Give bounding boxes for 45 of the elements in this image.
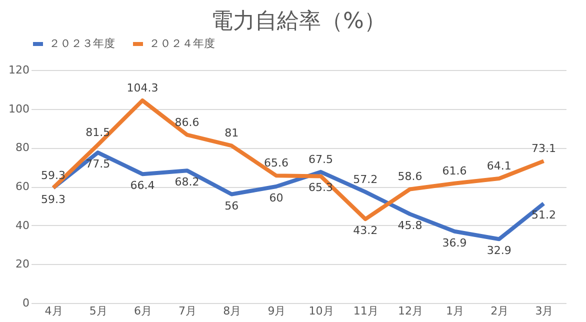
data-label: 64.1	[486, 160, 512, 173]
data-label: 65.3	[308, 181, 334, 194]
data-label: 59.3	[41, 192, 66, 206]
x-tick-label: 6月	[134, 304, 152, 318]
data-label: 32.9	[486, 244, 512, 258]
x-tick-label: 1月	[446, 304, 464, 318]
data-label: 57.2	[353, 172, 378, 186]
chart-title: 電力自給率（%）	[211, 9, 386, 34]
data-label: 61.6	[442, 164, 467, 178]
data-label: 45.8	[398, 219, 422, 232]
x-tick-label: 11月	[353, 304, 378, 318]
x-tick-label: 5月	[89, 304, 108, 318]
data-label: 86.6	[174, 116, 200, 129]
y-tick-label: 120	[8, 64, 30, 76]
data-label: 77.5	[86, 158, 110, 171]
y-tick-label: 0	[22, 296, 30, 310]
x-tick-label: 4月	[44, 304, 63, 318]
data-label: 81	[224, 126, 239, 140]
y-tick-label: 20	[16, 258, 30, 271]
data-label: 65.6	[264, 156, 288, 170]
x-tick-label: 9月	[268, 304, 286, 318]
data-label: 58.6	[398, 170, 422, 184]
data-label: 68.2	[174, 176, 200, 189]
y-tick-label: 60	[16, 180, 30, 193]
x-tick-label: 8月	[223, 304, 242, 318]
x-tick-label: 2月	[490, 304, 509, 318]
data-label: 56	[224, 199, 239, 212]
x-tick-label: 3月	[535, 304, 554, 318]
data-label: 36.9	[442, 236, 467, 250]
data-label: 66.4	[130, 179, 155, 192]
legend-label: ２０２３年度	[49, 37, 115, 50]
data-label: 73.1	[531, 142, 556, 156]
y-tick-label: 80	[16, 141, 30, 154]
x-tick-label: 12月	[398, 304, 423, 318]
data-label: 43.2	[353, 224, 378, 238]
data-label: 60	[269, 192, 284, 204]
data-label: 59.3	[41, 168, 66, 182]
y-tick-label: 40	[16, 218, 30, 232]
legend-label: ２０２４年度	[149, 37, 215, 50]
y-tick-label: 100	[8, 102, 30, 116]
data-label: 104.3	[126, 81, 158, 94]
data-label: 51.2	[531, 208, 556, 222]
data-label: 67.5	[308, 152, 334, 166]
x-tick-label: 7月	[178, 304, 197, 318]
x-tick-label: 10月	[308, 304, 334, 318]
